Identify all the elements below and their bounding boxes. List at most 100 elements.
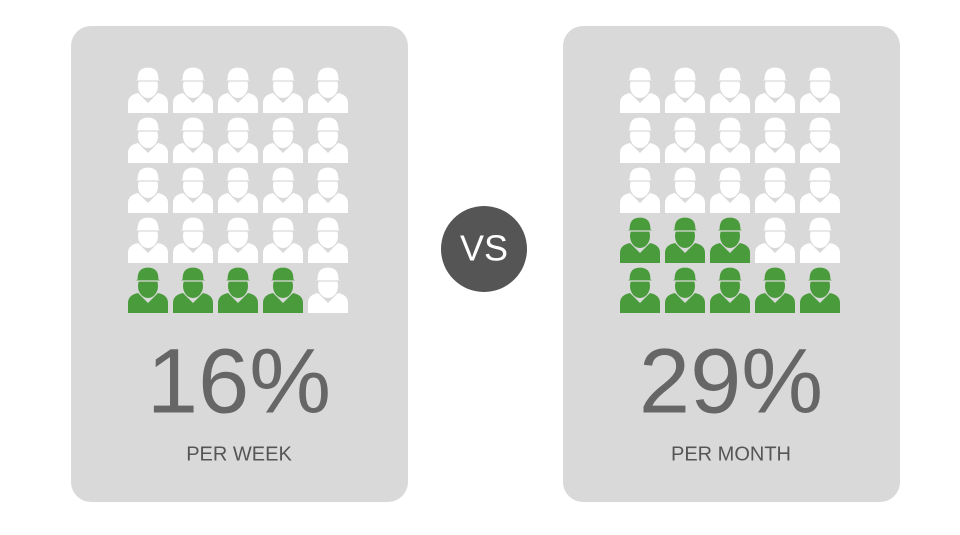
percent-value: 16% — [147, 330, 331, 432]
icon-body — [620, 293, 660, 313]
icon-cap — [312, 266, 344, 282]
person-icon — [665, 216, 705, 263]
icon-cap — [624, 266, 656, 282]
icon-cap — [177, 116, 209, 132]
icon-body — [620, 143, 660, 163]
icon-body — [800, 143, 840, 163]
icon-cap — [177, 216, 209, 232]
icon-body — [800, 243, 840, 263]
person-icon — [173, 166, 213, 213]
icon-cap — [669, 266, 701, 282]
person-icon — [755, 216, 795, 263]
icon-cap — [132, 166, 164, 182]
icon-body — [173, 93, 213, 113]
period-label: PER MONTH — [671, 443, 791, 465]
icon-cap — [669, 216, 701, 232]
person-icon — [620, 116, 660, 163]
icon-body — [620, 93, 660, 113]
person-icon — [620, 266, 660, 313]
icon-cap — [177, 166, 209, 182]
icon-cap — [669, 66, 701, 82]
icon-cap — [267, 66, 299, 82]
icon-cap — [132, 266, 164, 282]
icon-cap — [132, 116, 164, 132]
person-icon — [710, 216, 750, 263]
person-icon — [263, 116, 303, 163]
icon-cap — [759, 116, 791, 132]
icon-body — [173, 143, 213, 163]
person-icon — [173, 66, 213, 113]
icon-cap — [267, 116, 299, 132]
icon-cap — [177, 266, 209, 282]
person-icon — [710, 116, 750, 163]
icon-body — [308, 243, 348, 263]
person-icon — [263, 266, 303, 313]
icon-body — [173, 193, 213, 213]
icon-cap — [624, 66, 656, 82]
icon-cap — [312, 166, 344, 182]
person-icon — [308, 266, 348, 313]
person-icon — [308, 216, 348, 263]
icon-body — [128, 143, 168, 163]
icon-body — [710, 93, 750, 113]
icon-cap — [759, 166, 791, 182]
icon-cap — [267, 166, 299, 182]
icon-cap — [132, 216, 164, 232]
icon-body — [710, 243, 750, 263]
icon-body — [755, 243, 795, 263]
person-icon — [755, 66, 795, 113]
icon-cap — [804, 266, 836, 282]
icon-body — [263, 143, 303, 163]
person-icon — [800, 66, 840, 113]
icon-body — [710, 143, 750, 163]
icon-cap — [222, 216, 254, 232]
icon-cap — [669, 116, 701, 132]
icon-cap — [804, 116, 836, 132]
person-icon — [128, 166, 168, 213]
icon-body — [128, 293, 168, 313]
person-icon — [620, 66, 660, 113]
person-icon — [800, 166, 840, 213]
percent-value: 29% — [639, 330, 823, 432]
icon-cap — [759, 66, 791, 82]
icon-body — [218, 143, 258, 163]
person-icon — [620, 166, 660, 213]
icon-cap — [624, 216, 656, 232]
icon-cap — [222, 166, 254, 182]
person-icon — [218, 266, 258, 313]
icon-body — [755, 93, 795, 113]
icon-body — [218, 293, 258, 313]
icon-cap — [669, 166, 701, 182]
person-icon — [755, 266, 795, 313]
icon-body — [218, 93, 258, 113]
icon-cap — [177, 66, 209, 82]
person-icon — [308, 66, 348, 113]
icon-body — [710, 193, 750, 213]
icon-body — [665, 243, 705, 263]
icon-cap — [222, 116, 254, 132]
icon-body — [263, 193, 303, 213]
person-icon — [218, 166, 258, 213]
person-icon — [308, 116, 348, 163]
person-icon — [620, 216, 660, 263]
icon-cap — [312, 116, 344, 132]
icon-cap — [714, 66, 746, 82]
person-icon — [218, 66, 258, 113]
icon-body — [620, 193, 660, 213]
period-label: PER WEEK — [186, 443, 292, 465]
icon-body — [620, 243, 660, 263]
icon-cap — [222, 66, 254, 82]
icon-body — [308, 193, 348, 213]
icon-cap — [714, 166, 746, 182]
icon-cap — [267, 216, 299, 232]
icon-body — [800, 293, 840, 313]
icon-cap — [624, 166, 656, 182]
person-icon — [665, 116, 705, 163]
icon-body — [263, 93, 303, 113]
icon-body — [128, 193, 168, 213]
icon-cap — [132, 66, 164, 82]
icon-cap — [312, 66, 344, 82]
icon-body — [263, 243, 303, 263]
icon-body — [800, 193, 840, 213]
icon-body — [665, 293, 705, 313]
